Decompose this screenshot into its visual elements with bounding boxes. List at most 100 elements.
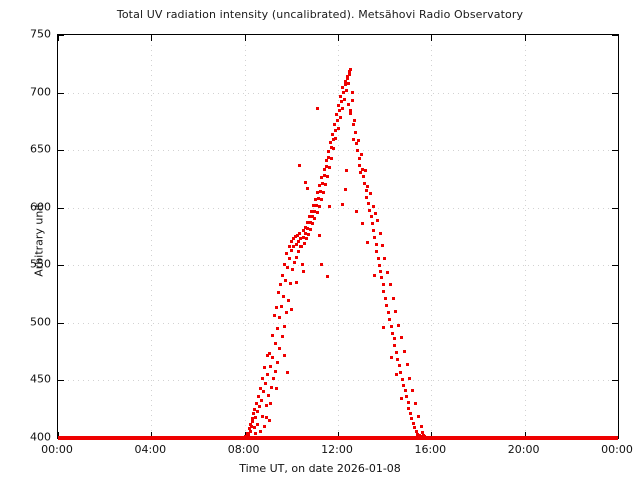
data-point [247,433,251,437]
data-point [372,229,376,233]
data-point [327,155,331,159]
data-point [349,111,353,115]
data-point [313,216,317,220]
data-point [305,237,308,241]
data-point [260,414,264,418]
data-point [317,205,321,209]
data-point [412,421,416,425]
data-point [269,365,273,369]
data-point [269,401,273,405]
data-point [359,153,363,157]
data-point [295,255,299,259]
data-point [279,305,283,309]
data-point [371,205,375,209]
gridline-vertical [338,35,339,438]
data-point [321,191,325,195]
gridline-horizontal [58,92,618,94]
data-point [348,72,352,76]
data-point [291,237,295,241]
data-point [333,123,336,127]
data-point [343,187,347,191]
data-point [245,434,249,438]
data-point [418,435,422,439]
data-point [326,275,329,279]
data-point [352,138,356,142]
data-point [251,420,255,424]
data-point [361,222,364,226]
data-point [340,107,344,111]
data-point [411,389,415,393]
data-point [409,412,413,416]
data-point [373,211,377,215]
data-point [343,79,347,83]
data-point [355,209,359,213]
data-point [404,395,408,399]
data-point [253,407,257,411]
gridline-horizontal [58,207,618,209]
data-point [252,426,256,430]
data-point [420,435,424,439]
data-point [285,252,289,256]
data-point [394,373,398,377]
data-point [272,376,276,380]
data-point [270,385,273,389]
data-point [362,182,366,186]
data-point [302,241,306,245]
data-point [300,245,304,249]
data-point [249,424,253,428]
data-point [342,91,346,95]
data-point [263,366,267,370]
data-point [265,353,269,357]
data-point [382,325,385,329]
data-point [379,269,383,273]
plot-area [57,34,619,440]
data-point [307,232,311,236]
data-point [326,175,329,179]
data-point [271,355,275,359]
data-point [334,137,338,141]
data-point [340,100,343,104]
data-point [284,278,287,282]
data-point [353,131,357,135]
y-tick [58,35,64,36]
data-point [292,245,296,249]
data-point [416,414,420,418]
data-point [287,245,291,249]
data-point [316,197,320,200]
data-point [255,410,259,414]
data-point [307,215,311,219]
data-point [370,222,374,226]
data-point [341,86,345,90]
data-point [289,307,293,311]
data-point [340,202,344,206]
data-point [330,156,334,160]
data-point [315,107,319,111]
y-tick [58,150,64,152]
y-tick-label: 600 [30,200,51,214]
data-point [305,221,309,225]
data-point [291,268,294,272]
data-point [333,129,337,133]
data-point [304,231,308,235]
data-point [410,416,414,420]
data-point [365,195,369,199]
data-point [320,176,324,180]
data-point [314,203,318,207]
data-point [357,156,361,160]
data-point [380,244,384,248]
data-point [286,266,290,270]
data-point [346,102,350,106]
y-tick-label: 400 [30,430,51,444]
data-point [335,112,339,116]
x-tick [431,35,433,41]
data-point [390,331,394,335]
data-point [351,123,355,127]
y-tick [612,92,618,94]
data-point [377,263,381,267]
data-point [344,169,348,173]
data-point [378,231,382,235]
x-tick [338,35,339,41]
data-point [300,262,304,266]
baseline-bar [58,436,618,440]
data-point [394,309,398,313]
